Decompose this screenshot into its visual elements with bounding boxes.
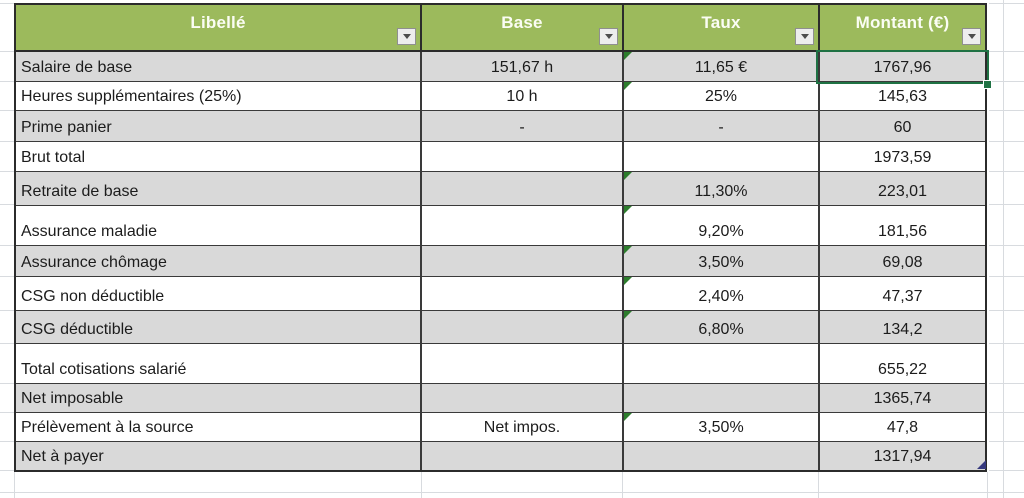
column-header-base[interactable]: Base [420, 5, 622, 50]
formula-flag-icon [624, 277, 632, 285]
filter-dropdown-button[interactable] [599, 28, 618, 45]
table-row: Salaire de base 151,67 h 11,65 € 1767,96 [16, 52, 985, 82]
filter-dropdown-button[interactable] [397, 28, 416, 45]
cell-base[interactable]: 10 h [420, 82, 622, 110]
cell-montant[interactable]: 1767,96 [818, 52, 985, 81]
cell-base[interactable] [420, 172, 622, 205]
formula-flag-icon [624, 311, 632, 319]
cell-libelle[interactable]: Prélèvement à la source [21, 419, 194, 436]
column-header-libelle[interactable]: Libellé [16, 5, 420, 50]
cell-taux[interactable] [622, 344, 818, 383]
cell-montant[interactable]: 223,01 [818, 172, 985, 205]
table-row: Retraite de base 11,30% 223,01 [16, 172, 985, 206]
cell-montant[interactable]: 47,37 [818, 277, 985, 310]
table-row: Brut total 1973,59 [16, 142, 985, 172]
cell-taux[interactable] [622, 384, 818, 412]
cell-base[interactable] [420, 384, 622, 412]
cell-montant[interactable]: 1317,94 [818, 442, 985, 470]
chevron-down-icon [800, 34, 809, 39]
cell-base[interactable] [420, 277, 622, 310]
cell-montant[interactable]: 181,56 [818, 206, 985, 245]
cell-libelle[interactable]: CSG non déductible [21, 288, 165, 305]
formula-flag-icon [624, 206, 632, 214]
cell-montant[interactable]: 60 [818, 111, 985, 141]
table-row: Total cotisations salarié 655,22 [16, 344, 985, 384]
payroll-table: Libellé Base Taux Montant (€) Salaire de… [14, 3, 987, 472]
cell-libelle[interactable]: Prime panier [21, 119, 112, 136]
table-resize-handle[interactable] [977, 460, 986, 469]
formula-flag-icon [624, 413, 632, 421]
cell-montant[interactable]: 145,63 [818, 82, 985, 110]
table-header-row: Libellé Base Taux Montant (€) [16, 5, 985, 52]
formula-flag-icon [624, 246, 632, 254]
cell-taux[interactable]: 11,30% [622, 172, 818, 205]
formula-flag-icon [624, 52, 632, 60]
cell-libelle[interactable]: Heures supplémentaires (25%) [21, 88, 242, 105]
column-header-label: Montant (€) [855, 12, 950, 32]
cell-taux[interactable]: 3,50% [622, 246, 818, 276]
cell-taux[interactable]: 9,20% [622, 206, 818, 245]
cell-taux[interactable]: 2,40% [622, 277, 818, 310]
column-header-montant[interactable]: Montant (€) [818, 5, 985, 50]
chevron-down-icon [604, 34, 613, 39]
cell-taux[interactable]: 11,65 € [622, 52, 818, 81]
cell-base[interactable] [420, 442, 622, 470]
cell-montant[interactable]: 655,22 [818, 344, 985, 383]
chevron-down-icon [967, 34, 976, 39]
formula-flag-icon [624, 82, 632, 90]
cell-taux[interactable]: 25% [622, 82, 818, 110]
cell-taux[interactable] [622, 442, 818, 470]
cell-montant[interactable]: 1973,59 [818, 142, 985, 171]
cell-taux[interactable] [622, 142, 818, 171]
cell-libelle[interactable]: CSG déductible [21, 321, 134, 338]
column-header-taux[interactable]: Taux [622, 5, 818, 50]
table-row: Prime panier - - 60 [16, 111, 985, 142]
cell-taux[interactable]: - [622, 111, 818, 141]
cell-base[interactable] [420, 311, 622, 343]
filter-dropdown-button[interactable] [795, 28, 814, 45]
table-row: Assurance maladie 9,20% 181,56 [16, 206, 985, 246]
cell-base[interactable]: 151,67 h [420, 52, 622, 81]
cell-libelle[interactable]: Net imposable [21, 390, 124, 407]
cell-taux[interactable]: 6,80% [622, 311, 818, 343]
table-row: Net à payer 1317,94 [16, 442, 985, 470]
cell-base[interactable] [420, 344, 622, 383]
cell-libelle[interactable]: Retraite de base [21, 183, 139, 200]
table-row: CSG déductible 6,80% 134,2 [16, 311, 985, 344]
cell-libelle[interactable]: Assurance chômage [21, 254, 167, 271]
cell-libelle[interactable]: Net à payer [21, 448, 104, 465]
formula-flag-icon [624, 172, 632, 180]
chevron-down-icon [402, 34, 411, 39]
table-row: Net imposable 1365,74 [16, 384, 985, 413]
column-header-label: Taux [701, 12, 741, 32]
cell-libelle[interactable]: Salaire de base [21, 59, 133, 76]
cell-montant[interactable]: 1365,74 [818, 384, 985, 412]
column-header-label: Libellé [190, 12, 246, 32]
table-row: Assurance chômage 3,50% 69,08 [16, 246, 985, 277]
table-body: Salaire de base 151,67 h 11,65 € 1767,96… [16, 52, 985, 470]
cell-libelle[interactable]: Brut total [21, 149, 86, 166]
cell-base[interactable]: Net impos. [420, 413, 622, 441]
filter-dropdown-button[interactable] [962, 28, 981, 45]
table-row: Prélèvement à la source Net impos. 3,50%… [16, 413, 985, 442]
cell-montant[interactable]: 69,08 [818, 246, 985, 276]
table-row: CSG non déductible 2,40% 47,37 [16, 277, 985, 311]
cell-taux[interactable]: 3,50% [622, 413, 818, 441]
column-header-label: Base [501, 12, 543, 32]
table-row: Heures supplémentaires (25%) 10 h 25% 14… [16, 82, 985, 111]
fill-handle[interactable] [983, 80, 992, 89]
cell-base[interactable] [420, 246, 622, 276]
cell-base[interactable] [420, 206, 622, 245]
cell-base[interactable]: - [420, 111, 622, 141]
cell-libelle[interactable]: Assurance maladie [21, 223, 158, 240]
cell-montant[interactable]: 134,2 [818, 311, 985, 343]
cell-libelle[interactable]: Total cotisations salarié [21, 361, 187, 378]
cell-montant[interactable]: 47,8 [818, 413, 985, 441]
cell-base[interactable] [420, 142, 622, 171]
